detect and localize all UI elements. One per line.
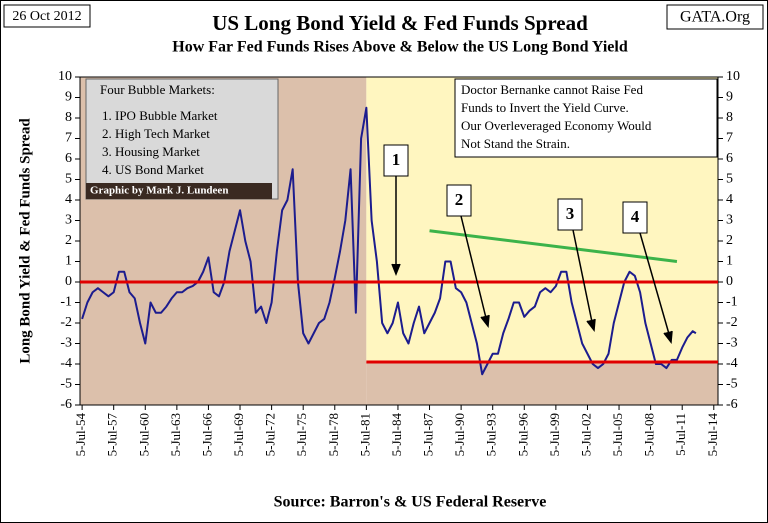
y-tick-label: -1 [60, 295, 72, 310]
y-tick-label: 3 [65, 213, 72, 228]
x-tick-label: 5-Jul-93 [484, 413, 499, 456]
x-tick-label: 5-Jul-69 [231, 413, 246, 456]
y-tick-label: -3 [60, 336, 72, 351]
x-tick-label: 5-Jul-08 [642, 413, 657, 456]
y-tick-label: 7 [65, 131, 72, 146]
y2-tick-label: 4 [726, 192, 733, 207]
y2-tick-label: 10 [726, 69, 740, 84]
legend-box [85, 78, 279, 200]
y2-tick-label: 9 [726, 90, 733, 105]
marker-box [446, 184, 472, 217]
credit-strip [86, 183, 272, 199]
y2-tick-label: 0 [726, 274, 733, 289]
arrowhead [480, 314, 490, 328]
y-tick-label: 2 [65, 233, 72, 248]
background-region [366, 361, 718, 405]
trend-line [429, 229, 678, 263]
x-tick-label: 5-Jul-11 [673, 413, 688, 456]
y-tick-label: 0 [65, 274, 72, 289]
date-box [3, 4, 91, 28]
y-tick-label: 9 [65, 90, 72, 105]
legend-item: 1. IPO Bubble Market [102, 108, 218, 123]
y-tick-label: -5 [60, 377, 72, 392]
date: 26 Oct 2012 [12, 9, 81, 24]
note-box [454, 78, 718, 158]
site-box [666, 4, 764, 30]
y2-tick-label: -3 [726, 336, 738, 351]
arrow [572, 229, 593, 323]
y2-tick-label: 3 [726, 213, 733, 228]
x-tick-label: 5-Jul-99 [547, 413, 562, 456]
y-axis-label: Long Bond Yield & Fed Funds Spread [17, 118, 33, 364]
y2-tick-label: 8 [726, 110, 733, 125]
x-tick-label: 5-Jul-87 [421, 413, 436, 457]
legend-item: 4. US Bond Market [102, 162, 204, 177]
x-tick-label: 5-Jul-81 [357, 413, 372, 456]
y2-tick-label: -4 [726, 356, 738, 371]
x-tick-label: 5-Jul-96 [515, 413, 530, 457]
y-tick-label: 6 [65, 151, 72, 166]
chart-subtitle: How Far Fed Funds Rises Above & Below th… [172, 39, 628, 56]
x-tick-label: 5-Jul-14 [705, 413, 720, 457]
y2-tick-label: 2 [726, 233, 733, 248]
credit: Graphic by Mark J. Lundeen [90, 185, 228, 197]
y-tick-label: 1 [65, 254, 72, 269]
y2-tick-label: -2 [726, 315, 738, 330]
y-tick-label: 4 [65, 192, 72, 207]
legend-item: 3. Housing Market [102, 144, 200, 159]
arrow [639, 232, 670, 335]
y-tick-label: 5 [65, 172, 72, 187]
y2-tick-label: 5 [726, 172, 733, 187]
chart-title: US Long Bond Yield & Fed Funds Spread [212, 11, 588, 35]
x-tick-label: 5-Jul-63 [168, 413, 183, 456]
arrowhead [586, 318, 596, 332]
x-tick-label: 5-Jul-78 [326, 413, 341, 456]
arrows [391, 176, 673, 344]
arrowhead [391, 263, 401, 277]
marker: 1 [392, 150, 401, 169]
marker: 2 [455, 190, 464, 209]
x-tick-label: 5-Jul-05 [610, 413, 625, 456]
y2-tick-label: -6 [726, 397, 738, 412]
note-line: Our Overleveraged Economy Would [461, 118, 652, 133]
x-tick-label: 5-Jul-75 [294, 413, 309, 456]
y-tick-label: 8 [65, 110, 72, 125]
marker: 4 [631, 207, 640, 226]
y-tick-label: -6 [60, 397, 72, 412]
legend-item: 2. High Tech Market [102, 126, 210, 141]
y2-tick-label: -1 [726, 295, 738, 310]
y2-tick-label: 1 [726, 254, 733, 269]
x-tick-label: 5-Jul-60 [136, 413, 151, 456]
marker-box [557, 198, 583, 231]
source-site: GATA.Org [680, 9, 750, 26]
x-tick-label: 5-Jul-90 [452, 413, 467, 456]
x-tick-label: 5-Jul-84 [389, 413, 404, 457]
y-tick-label: -4 [60, 356, 72, 371]
note-line: Not Stand the Strain. [461, 136, 570, 151]
x-tick-label: 5-Jul-57 [105, 413, 120, 457]
y-tick-label: 10 [58, 69, 72, 84]
y2-tick-label: -5 [726, 377, 738, 392]
y2-tick-label: 6 [726, 151, 733, 166]
series-line [81, 106, 697, 376]
x-axis-label: Source: Barron's & US Federal Reserve [274, 494, 547, 511]
note-line: Doctor Bernanke cannot Raise Fed [461, 82, 643, 97]
x-tick-label: 5-Jul-72 [263, 413, 278, 456]
x-tick-label: 5-Jul-66 [199, 413, 214, 457]
arrowhead [663, 330, 673, 344]
y2-tick-label: 7 [726, 131, 733, 146]
marker-box [383, 144, 409, 177]
x-tick-label: 5-Jul-54 [73, 413, 88, 457]
legend-heading: Four Bubble Markets: [100, 82, 215, 97]
marker-box [622, 201, 648, 234]
y-tick-label: -2 [60, 315, 72, 330]
arrow [460, 215, 487, 319]
note-line: Funds to Invert the Yield Curve. [461, 100, 629, 115]
marker: 3 [566, 204, 575, 223]
x-tick-label: 5-Jul-02 [578, 413, 593, 456]
